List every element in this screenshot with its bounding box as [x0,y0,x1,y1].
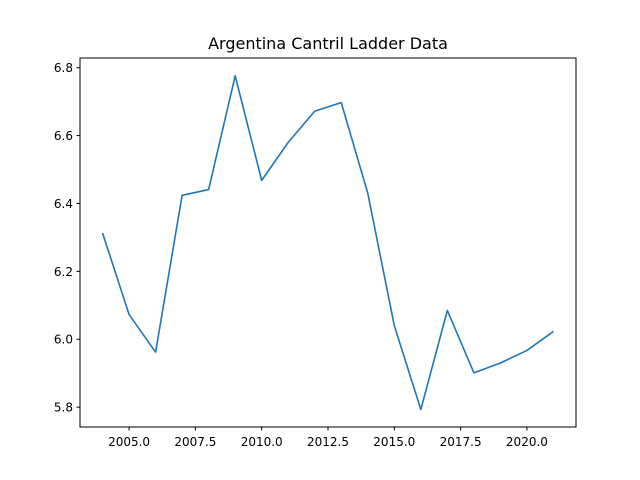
x-tick-label: 2017.5 [440,435,482,449]
x-tick-label: 2020.0 [506,435,548,449]
y-tick-label: 6.0 [54,333,73,347]
y-tick-label: 6.4 [54,197,73,211]
y-tick-label: 6.2 [54,265,73,279]
y-tick-label: 6.8 [54,61,73,75]
x-tick-label: 2010.0 [241,435,283,449]
x-tick-label: 2012.5 [307,435,349,449]
series-layer [101,75,554,411]
x-tick-label: 2005.0 [108,435,150,449]
chart-title: Argentina Cantril Ladder Data [208,34,448,53]
axes-frame [79,57,577,428]
y-tick-label: 6.6 [54,129,73,143]
y-axis: 5.8 6.0 6.2 6.4 6.6 6.8 [54,61,80,415]
plot-area [79,57,577,428]
series-line [101,75,554,411]
x-axis: 2005.0 2007.5 2010.0 2012.5 2015.0 2017.5 2020… [108,427,548,449]
x-tick-label: 2007.5 [174,435,216,449]
y-tick-label: 5.8 [54,401,73,415]
x-tick-label: 2015.0 [373,435,415,449]
